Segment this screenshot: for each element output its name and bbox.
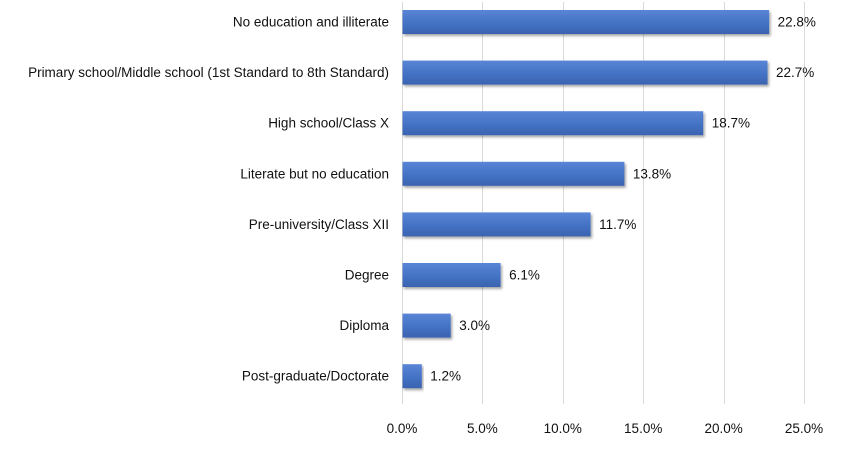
category-label: Primary school/Middle school (1st Standa… (28, 65, 389, 80)
category-label: No education and illiterate (233, 15, 389, 30)
x-tick-label: 15.0% (624, 421, 662, 436)
category-label: Degree (345, 268, 389, 283)
data-label: 22.8% (778, 15, 816, 30)
data-label: 3.0% (459, 318, 490, 333)
data-label: 18.7% (712, 116, 750, 131)
x-tick-label: 20.0% (704, 421, 742, 436)
data-label: 1.2% (430, 369, 461, 384)
bar (402, 263, 501, 287)
bar (402, 161, 625, 186)
x-tick-label: 5.0% (467, 421, 498, 436)
bar (402, 364, 422, 389)
bar (402, 60, 768, 85)
category-label: Literate but no education (240, 166, 389, 181)
data-label: 22.7% (776, 65, 814, 80)
data-label: 11.7% (599, 217, 636, 232)
bar (402, 212, 591, 237)
bars (402, 10, 770, 389)
value-labels: 22.8% 22.7% 18.7% 13.8% 11.7% 6.1% 3.0% 1.2% (430, 15, 816, 384)
category-label: Pre-university/Class XII (249, 217, 389, 232)
x-tick-label: 10.0% (544, 421, 582, 436)
bar (402, 111, 704, 136)
category-label: Post-graduate/Doctorate (242, 369, 389, 384)
bar (402, 313, 451, 338)
category-label: Diploma (339, 318, 389, 333)
x-tick-label: 25.0% (785, 421, 823, 436)
data-label: 13.8% (633, 166, 671, 181)
x-tick-label: 0.0% (387, 421, 418, 436)
category-labels: No education and illiterate Primary schoo… (28, 15, 389, 384)
category-label: High school/Class X (268, 116, 389, 131)
data-label: 6.1% (509, 268, 540, 283)
bar (402, 10, 770, 34)
x-axis-tick-labels: 0.0% 5.0% 10.0% 15.0% 20.0% 25.0% (387, 421, 824, 436)
